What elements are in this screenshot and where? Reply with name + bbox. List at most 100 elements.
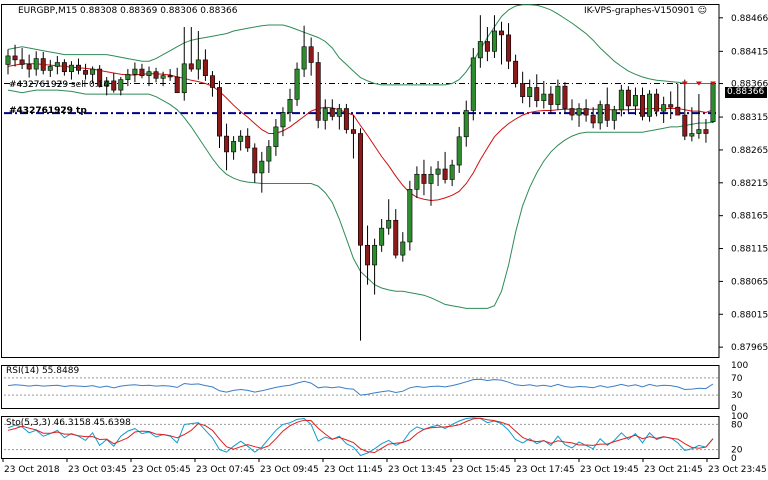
bullish-candle: [90, 66, 96, 84]
candle-body: [160, 75, 166, 79]
candle-body: [329, 108, 335, 117]
bearish-candle: [76, 58, 81, 75]
time-tick-label: 23 Oct 09:45: [260, 465, 319, 475]
bearish-candle: [40, 51, 46, 75]
price-tick-label: 0.88115: [731, 245, 768, 255]
bearish-candle: [506, 23, 512, 70]
candle-body: [379, 227, 385, 246]
bearish-candle: [513, 54, 519, 88]
candle-body: [83, 70, 89, 75]
candle-body: [12, 55, 18, 61]
candle-body: [5, 55, 11, 65]
bearish-candle: [61, 59, 67, 76]
candle-body: [407, 189, 413, 243]
candle-body: [668, 104, 674, 108]
bullish-candle: [336, 103, 342, 130]
bearish-candle: [569, 99, 575, 121]
candle-body: [111, 80, 117, 91]
bullish-candle: [294, 62, 300, 106]
bearish-candle: [209, 71, 215, 97]
bullish-candle: [266, 140, 272, 173]
bearish-candle: [188, 27, 194, 72]
candle-body: [386, 219, 392, 229]
candle-body: [308, 46, 314, 63]
bearish-candle: [562, 82, 568, 113]
candle-body: [68, 64, 74, 73]
bullish-candle: [5, 49, 11, 75]
candle-body: [527, 87, 533, 97]
bearish-candle: [668, 91, 674, 120]
bullish-candle: [647, 90, 653, 122]
candle-body: [202, 59, 208, 76]
candle-body: [534, 87, 540, 101]
bullish-candle: [689, 107, 695, 142]
bullish-candle: [54, 55, 60, 75]
candle-body: [611, 109, 617, 121]
bearish-candle: [499, 21, 504, 65]
price-tick-label: 0.88015: [731, 310, 768, 320]
bearish-candle: [583, 99, 589, 122]
bearish-candle: [421, 159, 427, 196]
candle-body: [541, 93, 547, 101]
bullish-candle: [33, 51, 39, 76]
candle-body: [555, 85, 561, 105]
bullish-candle: [259, 151, 265, 193]
candle-body: [604, 104, 610, 121]
candle-body: [640, 95, 645, 117]
rsi-panel: 100 70 30 0: [1, 361, 748, 414]
candle-body: [19, 59, 25, 65]
bullish-candle: [435, 161, 441, 187]
bearish-candle: [675, 83, 681, 116]
bullish-candle: [576, 103, 582, 127]
tp-order-text: #432761929 tp: [9, 106, 87, 116]
bearish-candle: [548, 86, 554, 114]
candle-body: [132, 68, 138, 75]
candle-body: [266, 146, 272, 162]
bullish-candle: [414, 166, 420, 198]
bearish-candle: [654, 88, 660, 117]
candle-body: [209, 75, 215, 88]
candle-body: [484, 41, 490, 52]
bullish-candle: [160, 71, 166, 87]
bullish-candle: [322, 99, 328, 130]
rsi-frame: [1, 365, 720, 409]
bearish-candle: [19, 48, 25, 70]
price-panel: 0.88466 0.88415 0.88366 0.88315 0.88265 0.882…: [1, 4, 768, 358]
candle-body: [287, 99, 293, 113]
tp-order-overlap-text: #432761979: [9, 106, 73, 116]
bearish-candle: [682, 79, 688, 141]
bullish-candle: [287, 88, 293, 122]
candle-body: [583, 108, 589, 116]
candle-body: [499, 30, 504, 36]
bearish-candle: [202, 49, 208, 81]
watermark-label: IK-VPS-graphes-V150901 ☺: [584, 6, 707, 17]
bearish-candle: [252, 143, 258, 183]
candle-body: [442, 168, 448, 180]
bearish-candle: [97, 65, 103, 88]
bearish-candle: [12, 44, 18, 67]
candle-body: [562, 85, 568, 109]
candle-body: [647, 93, 653, 117]
trade-arrow-marker: [710, 81, 716, 86]
bullish-candle: [477, 15, 483, 68]
candle-body: [125, 74, 131, 80]
candle-body: [548, 93, 554, 105]
bullish-candle: [68, 61, 74, 80]
candle-body: [224, 135, 230, 153]
bullish-candle: [379, 218, 385, 252]
bullish-candle: [280, 107, 286, 137]
bullish-candle: [491, 15, 497, 58]
time-axis: 23 Oct 2018 23 Oct 03:45 23 Oct 05:45 23 Oc…: [2, 458, 767, 475]
stochastic-label: Sto(5,3,3) 46.3158 45.6398: [6, 418, 131, 428]
candle-body: [689, 133, 695, 137]
bullish-candle: [400, 232, 406, 262]
candle-body: [188, 63, 194, 70]
stochastic-tick-label: 20: [731, 446, 743, 456]
candle-body: [618, 89, 624, 111]
bullish-candle: [195, 30, 201, 80]
stochastic-tick-label: 80: [731, 420, 743, 430]
bearish-candle: [174, 67, 180, 94]
candle-body: [400, 241, 406, 256]
bearish-candle: [26, 54, 32, 78]
